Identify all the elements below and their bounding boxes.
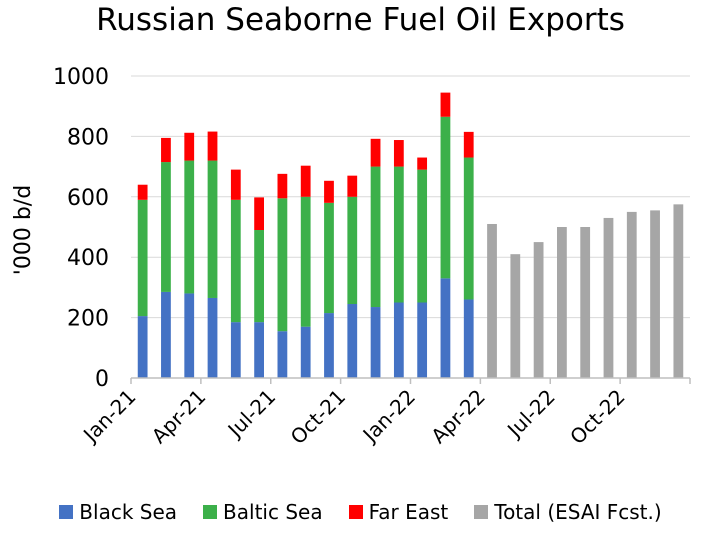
y-tick-label: 1000 bbox=[53, 65, 109, 90]
y-axis-label: '000 b/d bbox=[11, 185, 36, 275]
bar-baltic-sea bbox=[161, 162, 171, 292]
chart-title: Russian Seaborne Fuel Oil Exports bbox=[96, 2, 625, 38]
bar-baltic-sea bbox=[347, 196, 358, 305]
y-tick-label: 400 bbox=[67, 246, 109, 271]
bar-far-east bbox=[277, 173, 288, 199]
x-tick-label: Oct-22 bbox=[565, 385, 630, 450]
y-tick-label: 600 bbox=[67, 186, 109, 211]
x-tick-label: Apr-21 bbox=[147, 385, 211, 449]
bar-far-east bbox=[254, 197, 264, 231]
bar-total-esai-fcst bbox=[673, 204, 684, 378]
bar-total-esai-fcst bbox=[533, 242, 544, 378]
bar-baltic-sea bbox=[463, 157, 474, 300]
bar-far-east bbox=[230, 169, 241, 200]
gridlines bbox=[131, 75, 690, 319]
bar-baltic-sea bbox=[370, 166, 381, 308]
bar-baltic-sea bbox=[137, 199, 148, 317]
bar-far-east bbox=[370, 138, 381, 167]
bar-black-sea bbox=[254, 322, 264, 378]
legend-label: Far East bbox=[368, 500, 449, 524]
bar-total-esai-fcst bbox=[557, 227, 567, 378]
bar-baltic-sea bbox=[254, 230, 264, 323]
x-tick-label: Jul-22 bbox=[501, 385, 560, 444]
x-tick-label: Apr-22 bbox=[426, 385, 490, 449]
bar-total-esai-fcst bbox=[650, 210, 660, 378]
legend-swatch bbox=[474, 505, 489, 519]
bar-baltic-sea bbox=[440, 116, 451, 279]
x-tick-labels: Jan-21 Apr-21 Jul-21 Oct-21 Jan-22 Apr-22 Jul-… bbox=[77, 385, 629, 450]
bar-black-sea bbox=[370, 307, 381, 378]
legend-label: Black Sea bbox=[79, 500, 178, 524]
bar-black-sea bbox=[393, 302, 404, 378]
axes bbox=[130, 377, 691, 384]
legend-swatch bbox=[59, 505, 74, 519]
legend: Black Sea Baltic Sea Far East Total (ESAI F… bbox=[0, 500, 721, 524]
bar-baltic-sea bbox=[393, 166, 404, 303]
bar-far-east bbox=[184, 132, 195, 161]
bar-far-east bbox=[440, 92, 451, 117]
bar-black-sea bbox=[137, 316, 148, 378]
bar-black-sea bbox=[440, 278, 451, 378]
bar-baltic-sea bbox=[300, 196, 311, 327]
x-tick-label: Jan-22 bbox=[357, 385, 420, 448]
legend-swatch bbox=[348, 505, 363, 519]
bar-baltic-sea bbox=[324, 202, 334, 314]
bar-baltic-sea bbox=[184, 160, 195, 294]
bar-black-sea bbox=[184, 293, 195, 378]
bars bbox=[137, 92, 684, 378]
bar-black-sea bbox=[277, 331, 288, 378]
bar-total-esai-fcst bbox=[510, 254, 521, 378]
y-tick-label: 200 bbox=[67, 307, 109, 332]
x-tick-label: Oct-21 bbox=[286, 385, 351, 450]
y-tick-labels: 0 200 400 600 800 1000 bbox=[53, 65, 109, 392]
y-tick-label: 0 bbox=[95, 367, 109, 392]
bar-black-sea bbox=[161, 291, 171, 378]
bar-far-east bbox=[324, 180, 334, 203]
bar-far-east bbox=[463, 131, 474, 158]
bar-far-east bbox=[137, 184, 148, 200]
bar-far-east bbox=[300, 165, 311, 197]
bar-far-east bbox=[417, 157, 428, 170]
bar-far-east bbox=[161, 137, 171, 163]
legend-item: Baltic Sea bbox=[203, 500, 323, 524]
bar-total-esai-fcst bbox=[487, 223, 497, 378]
bar-black-sea bbox=[300, 326, 311, 378]
bar-black-sea bbox=[347, 304, 358, 378]
legend-item: Total (ESAI Fcst.) bbox=[474, 500, 662, 524]
bar-total-esai-fcst bbox=[580, 227, 591, 378]
x-tick-label: Jan-21 bbox=[77, 385, 140, 448]
bar-total-esai-fcst bbox=[603, 217, 614, 378]
bar-black-sea bbox=[207, 297, 218, 378]
x-tick-label: Jul-21 bbox=[222, 385, 281, 444]
bar-black-sea bbox=[324, 313, 334, 378]
legend-swatch bbox=[203, 505, 218, 519]
legend-label: Total (ESAI Fcst.) bbox=[494, 500, 662, 524]
bar-baltic-sea bbox=[417, 169, 428, 303]
bar-total-esai-fcst bbox=[626, 211, 637, 378]
bar-baltic-sea bbox=[207, 160, 218, 298]
legend-label: Baltic Sea bbox=[223, 500, 323, 524]
bar-black-sea bbox=[417, 302, 428, 378]
bar-baltic-sea bbox=[277, 198, 288, 332]
bar-black-sea bbox=[463, 299, 474, 378]
bar-baltic-sea bbox=[230, 199, 241, 323]
bar-far-east bbox=[207, 131, 218, 161]
bar-far-east bbox=[393, 140, 404, 167]
bar-black-sea bbox=[230, 322, 241, 378]
bar-far-east bbox=[347, 175, 358, 197]
legend-item: Far East bbox=[348, 500, 449, 524]
y-tick-label: 800 bbox=[67, 125, 109, 150]
legend-item: Black Sea bbox=[59, 500, 177, 524]
